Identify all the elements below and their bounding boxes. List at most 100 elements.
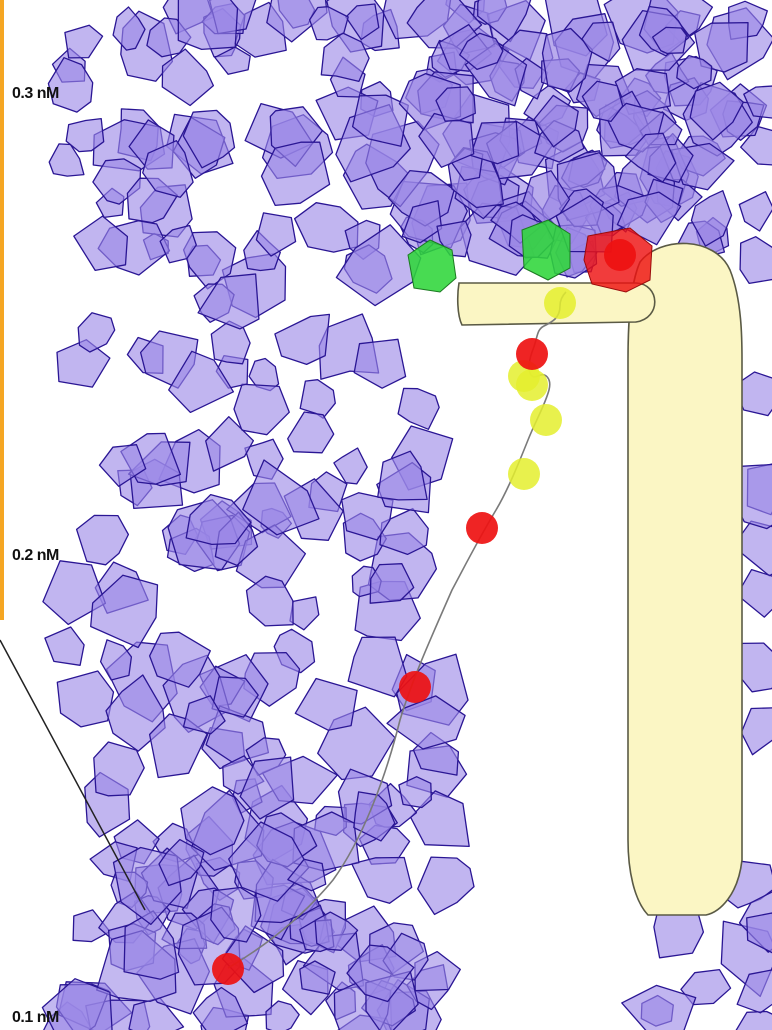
- cell-cluster-polygon: [294, 677, 358, 731]
- target-cells-layer: [456, 242, 743, 916]
- cell-cluster-polygon: [44, 626, 85, 666]
- cell-cluster-polygon: [266, 0, 328, 43]
- cell-cluster-polygon: [435, 86, 476, 122]
- cell-cluster-polygon: [210, 320, 251, 365]
- cell-cluster-polygon: [369, 563, 415, 604]
- cell-cluster-polygon: [377, 450, 428, 501]
- cell-cluster-polygon: [418, 112, 475, 168]
- cell-cluster-polygon: [65, 117, 105, 153]
- cell-cluster-polygon: [214, 46, 251, 75]
- cell-cluster-polygon: [56, 670, 115, 728]
- cell-cluster-polygon: [740, 707, 772, 756]
- cell-cluster-polygon: [353, 791, 396, 842]
- cell-cluster-polygon: [73, 215, 129, 272]
- cell-cluster-polygon: [42, 560, 107, 626]
- cell-cluster-polygon: [239, 756, 295, 820]
- cell-cluster-polygon: [469, 121, 520, 165]
- cell-cluster-polygon: [260, 141, 331, 207]
- cell-cluster-polygon: [75, 514, 130, 566]
- red-position-marker: [516, 338, 548, 370]
- cell-cluster-polygon: [738, 191, 772, 232]
- cell-cluster-polygon: [345, 3, 380, 41]
- elongated-target-cell: [627, 242, 743, 916]
- cell-cluster-polygon: [211, 676, 259, 718]
- cell-cluster-polygon: [205, 416, 255, 472]
- cell-cluster-polygon: [398, 776, 432, 809]
- cell-cluster-polygon: [180, 786, 245, 856]
- cell-cluster-polygon: [333, 447, 368, 485]
- cell-cluster-polygon: [142, 140, 194, 198]
- cell-cluster-polygon: [533, 94, 579, 148]
- cell-cluster-polygon: [401, 200, 443, 244]
- cell-cluster-polygon: [397, 387, 440, 430]
- cell-cluster-polygon: [651, 26, 688, 55]
- red-position-marker: [399, 671, 431, 703]
- yellow-position-marker: [508, 458, 540, 490]
- cell-cluster-polygon: [740, 125, 772, 166]
- cell-cluster-polygon: [581, 21, 621, 63]
- green-contact-marker: [521, 219, 571, 281]
- cell-cluster-polygon: [417, 856, 475, 916]
- cell-cluster-polygon: [690, 190, 733, 247]
- cell-cluster-polygon: [746, 912, 772, 954]
- cell-cluster-polygon: [159, 224, 197, 264]
- cell-cluster-polygon: [581, 80, 624, 123]
- cell-cluster-polygon: [168, 350, 235, 414]
- cell-cluster-polygon: [287, 858, 327, 892]
- cell-cluster-polygon: [743, 85, 772, 119]
- cell-cluster-polygon: [351, 856, 413, 904]
- concentration-label-middle: 0.2 nM: [12, 547, 59, 564]
- concentration-label-top: 0.3 nM: [12, 85, 59, 102]
- cell-cluster-polygon: [737, 642, 772, 693]
- cell-cluster-polygon: [148, 631, 211, 688]
- cell-cluster-polygon: [335, 224, 422, 307]
- cell-cluster-polygon: [308, 6, 349, 41]
- scale-connector-line: [0, 639, 146, 911]
- red-position-marker: [604, 239, 636, 271]
- cell-cluster-polygon: [177, 0, 239, 51]
- cell-cluster-polygon: [353, 338, 407, 389]
- cell-cluster-polygon: [347, 636, 408, 698]
- cell-cluster-polygon: [90, 574, 159, 649]
- cell-cluster-polygon: [47, 57, 94, 113]
- cell-cluster-polygon: [41, 978, 113, 1030]
- cell-cluster-polygon: [64, 24, 104, 59]
- cell-cluster-polygon: [624, 132, 677, 183]
- cell-cluster-polygon: [77, 312, 116, 353]
- markers-layer: [212, 219, 653, 985]
- concentration-label-bottom: 0.1 nM: [12, 1009, 59, 1026]
- cell-cluster-polygon: [739, 236, 772, 285]
- yellow-position-marker: [516, 369, 548, 401]
- green-contact-marker: [407, 239, 457, 293]
- cell-cluster-polygon: [314, 911, 359, 951]
- cell-cluster-polygon: [56, 339, 111, 388]
- cell-cluster-polygon: [477, 0, 532, 43]
- cell-cluster-polygon: [289, 596, 320, 631]
- cell-cluster-polygon: [245, 575, 294, 627]
- cell-cluster-polygon: [182, 695, 226, 735]
- red-position-marker: [466, 512, 498, 544]
- cell-cluster-polygon: [541, 27, 594, 93]
- cell-cluster-polygon: [98, 444, 147, 487]
- cell-cluster-polygon: [459, 32, 504, 71]
- cell-cluster-polygon: [732, 371, 772, 417]
- cell-cluster-polygon: [210, 886, 262, 943]
- cell-cluster-polygon: [112, 6, 146, 51]
- cell-cluster-polygon: [274, 313, 331, 366]
- cell-cluster-polygon: [182, 109, 236, 169]
- cell-cluster-polygon: [233, 383, 290, 436]
- cell-cluster-polygon: [158, 838, 205, 887]
- cell-cluster-polygon: [242, 459, 320, 536]
- cell-cluster-polygon: [735, 1010, 772, 1030]
- cell-cluster-polygon: [287, 411, 335, 454]
- red-position-marker: [212, 953, 244, 985]
- cell-cluster-polygon: [255, 212, 297, 257]
- cell-cluster-polygon: [161, 48, 215, 107]
- yellow-position-marker: [544, 287, 576, 319]
- cell-cluster-polygon: [197, 273, 260, 330]
- cell-cluster-polygon: [265, 1000, 300, 1030]
- cell-cluster-polygon: [48, 143, 85, 177]
- cell-cluster-polygon: [689, 81, 745, 141]
- yellow-position-marker: [530, 404, 562, 436]
